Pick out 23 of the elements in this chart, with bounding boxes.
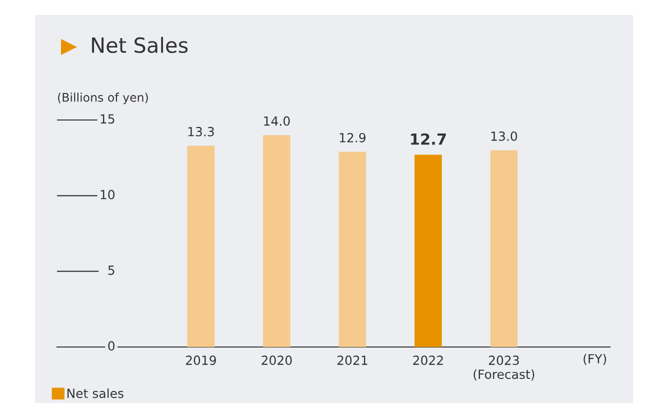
y-tick-label: 0 (108, 341, 115, 351)
text: 12.7 (411, 133, 446, 145)
y-tick-label: 10 (100, 190, 115, 200)
text: (FY) (584, 354, 606, 365)
bar (490, 150, 518, 347)
x-tick-label: 2022 (413, 356, 443, 366)
y-axis-title: (Billions of yen) (58, 92, 148, 104)
x-tick-label: 2019 (186, 356, 216, 366)
x-tick-label: 2023 (Forecast) (474, 356, 534, 380)
bar (187, 146, 215, 347)
y-tick-label: 15 (100, 114, 114, 124)
y-tick-label: 5 (108, 266, 114, 275)
x-tick-label: 2020 (262, 356, 292, 366)
legend-label: Net sales (67, 388, 124, 398)
bar (414, 154, 442, 347)
bar (263, 135, 290, 347)
x-tick-label: 2021 (337, 356, 368, 366)
text: 13.0 (491, 131, 518, 141)
text: 13.3 (188, 126, 214, 136)
bar (338, 152, 366, 347)
text: 14.0 (264, 116, 290, 126)
text: 12.9 (340, 132, 366, 142)
chart-title: Net Sales (92, 36, 188, 54)
